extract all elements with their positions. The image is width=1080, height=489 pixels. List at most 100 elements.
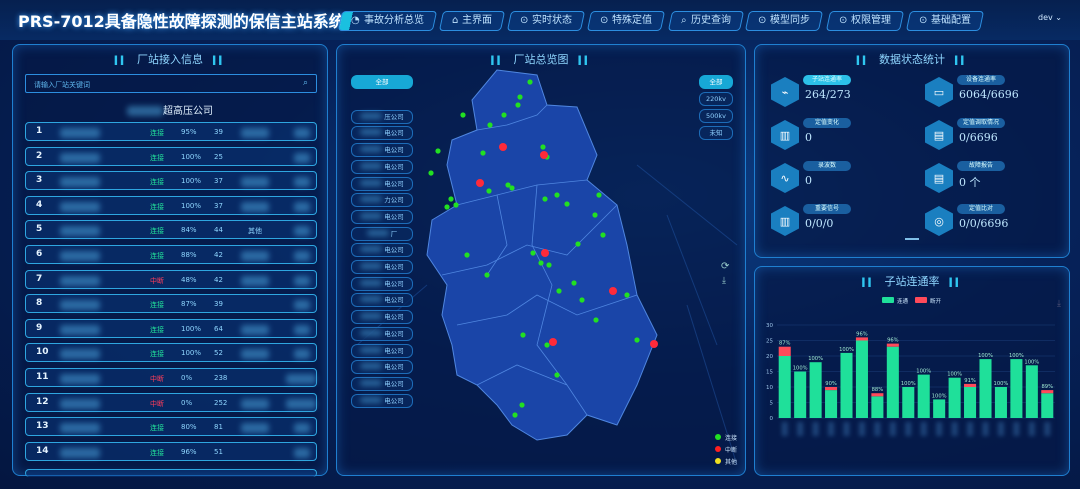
station-marker-connected[interactable] [592,212,598,218]
station-marker-connected[interactable] [564,201,570,207]
bar-disconnected[interactable] [1041,390,1054,394]
tab-7[interactable]: ⊙ 基础配置 [906,11,985,31]
voltage-filter-1[interactable]: 220kv [699,92,733,106]
station-marker-connected[interactable] [460,112,466,118]
pager-indicator[interactable] [905,238,919,240]
download-icon[interactable]: ⤓ [1057,299,1061,309]
bar-connected[interactable] [1010,359,1023,418]
bar-connected[interactable] [917,374,930,418]
station-marker-connected[interactable] [517,94,523,100]
bar-connected[interactable] [809,362,822,418]
company-filter-16[interactable]: 电公司 [351,360,413,375]
bar-connected[interactable] [933,399,946,418]
station-marker-connected[interactable] [554,372,560,378]
bar-disconnected[interactable] [886,343,899,347]
tab-2[interactable]: ⊙ 实时状态 [506,11,586,31]
station-marker-connected[interactable] [435,148,441,154]
station-marker-connected[interactable] [484,272,490,278]
user-menu[interactable]: dev ⌄ [1038,13,1062,22]
station-marker-connected[interactable] [538,260,544,266]
table-row[interactable]: 14 连接 96% 51 [25,441,317,461]
bar-connected[interactable] [948,377,961,418]
station-marker-connected[interactable] [556,288,562,294]
station-marker-connected[interactable] [512,412,518,418]
station-marker-connected[interactable] [542,196,548,202]
station-marker-connected[interactable] [444,204,450,210]
bar-connected[interactable] [825,390,838,418]
station-marker-connected[interactable] [579,297,585,303]
voltage-filter-2[interactable]: 500kv [699,109,733,123]
bar-connected[interactable] [840,352,853,418]
bar-disconnected[interactable] [855,337,868,341]
station-marker-connected[interactable] [448,196,454,202]
bar-disconnected[interactable] [778,346,791,356]
table-row[interactable]: 5 连接 84% 44 其他 [25,220,317,240]
table-row[interactable]: 12 中断 0% 252 [25,392,317,412]
company-filter-0[interactable]: 全部 [351,75,413,89]
company-filter-7[interactable]: 电公司 [351,209,413,224]
company-filter-15[interactable]: 电公司 [351,343,413,358]
station-marker-connected[interactable] [501,112,507,118]
station-marker-connected[interactable] [480,150,486,156]
station-search-input[interactable]: 请输入厂站关键词 ⌕ [25,74,317,93]
station-marker-connected[interactable] [487,122,493,128]
station-marker-disconnected[interactable] [541,249,549,257]
station-marker-connected[interactable] [624,292,630,298]
company-filter-2[interactable]: 电公司 [351,126,413,141]
table-row[interactable]: 9 连接 100% 64 [25,318,317,338]
company-filter-5[interactable]: 电公司 [351,176,413,191]
stat-1[interactable]: ▭ 设备连通率 6064/6696 [925,75,1075,115]
station-marker-connected[interactable] [519,402,525,408]
company-filter-11[interactable]: 电公司 [351,276,413,291]
tab-0[interactable]: ◔ 事故分析总览 [337,11,437,31]
table-row[interactable]: 13 连接 80% 81 [25,417,317,437]
company-filter-18[interactable]: 电公司 [351,393,413,408]
station-marker-connected[interactable] [428,170,434,176]
company-filter-10[interactable]: 电公司 [351,260,413,274]
company-filter-6[interactable]: 力公司 [351,193,413,208]
table-row[interactable]: 2 连接 100% 25 [25,146,317,166]
station-marker-disconnected[interactable] [650,340,658,348]
station-marker-disconnected[interactable] [609,287,617,295]
company-filter-14[interactable]: 电公司 [351,326,413,341]
station-marker-disconnected[interactable] [540,151,548,159]
company-filter-9[interactable]: 电公司 [351,243,413,258]
station-marker-connected[interactable] [464,252,470,258]
table-row[interactable]: 8 连接 87% 39 [25,294,317,314]
station-marker-disconnected[interactable] [549,338,557,346]
bar-disconnected[interactable] [964,383,977,387]
station-marker-connected[interactable] [540,144,546,150]
company-filter-17[interactable]: 电公司 [351,376,413,391]
station-marker-connected[interactable] [520,332,526,338]
bar-connected[interactable] [855,340,868,419]
table-row[interactable]: 3 连接 100% 37 [25,171,317,191]
company-filter-4[interactable]: 电公司 [351,159,413,174]
bar-connected[interactable] [902,387,915,418]
province-map[interactable] [337,45,747,477]
station-marker-connected[interactable] [530,250,536,256]
bar-connected[interactable] [1041,393,1054,418]
station-marker-disconnected[interactable] [499,143,507,151]
table-row[interactable]: 10 连接 100% 52 [25,343,317,363]
bar-connected[interactable] [964,387,977,418]
bar-connected[interactable] [778,356,791,418]
bar-connected[interactable] [994,387,1007,418]
tab-5[interactable]: ⊙ 模型同步 [745,11,825,31]
tab-1[interactable]: ⌂ 主界面 [438,11,506,31]
tab-6[interactable]: ⊙ 权限管理 [825,11,905,31]
station-marker-connected[interactable] [486,188,492,194]
voltage-filter-0[interactable]: 全部 [699,75,733,89]
station-marker-connected[interactable] [453,202,459,208]
table-row[interactable]: 6 连接 88% 42 [25,245,317,264]
bar-connected[interactable] [794,371,807,419]
bar-disconnected[interactable] [871,393,884,397]
table-row[interactable]: 7 中断 48% 42 [25,269,317,289]
station-marker-connected[interactable] [554,192,560,198]
stat-0[interactable]: ⌁ 子站连通率 264/273 [771,75,921,115]
stat-4[interactable]: ∿ 录波数 0 [771,161,921,201]
station-marker-connected[interactable] [596,192,602,198]
bar-connected[interactable] [1025,365,1038,418]
voltage-filter-3[interactable]: 未知 [699,126,733,140]
search-icon[interactable]: ⌕ [302,78,308,88]
tab-3[interactable]: ⊙ 特殊定值 [587,11,667,31]
